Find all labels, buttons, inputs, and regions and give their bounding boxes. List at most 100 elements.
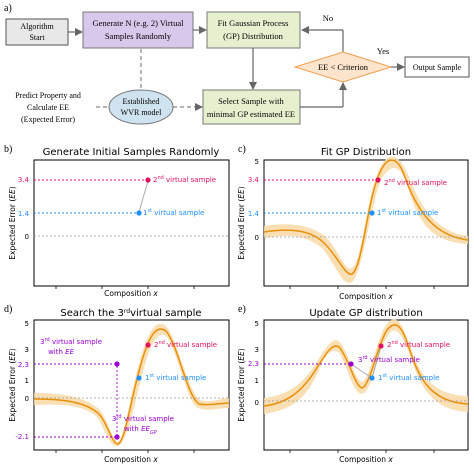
panel-d-title: Search the 3rdvirtual sample (60, 308, 201, 320)
fit-gp-line2: (GP) Distribution (223, 31, 283, 41)
panel-b-point-2nd (145, 177, 151, 183)
select-sample-line2: minimal GP estimated EE (207, 109, 295, 119)
panel-d-label-1st: 1st virtual sample (145, 373, 206, 382)
panel-e-point-3rd (348, 361, 354, 367)
panel-d-point-1st (136, 375, 142, 381)
output-sample-label: Output Sample (413, 63, 462, 72)
panel-d-ytick-5: 5 (25, 320, 29, 328)
panel-label-b: b) (4, 144, 12, 155)
panel-e-connector-3-1 (350, 363, 373, 379)
panel-d: d) Search the 3rdvirtual sample Expected… (4, 304, 230, 464)
panel-e: e) Update GP distribution Expected Error… (237, 304, 469, 464)
panel-b-title: Generate Initial Samples Randomly (43, 147, 220, 158)
panel-c-ytick-1-4: 1.4 (248, 210, 260, 218)
panel-c-gp-mean-line (263, 159, 469, 275)
panel-e-label-3rd: 3rd virtual sample (358, 355, 420, 364)
panel-d-ytick-1: 1 (25, 377, 29, 385)
generate-samples-line1: Generate N (e.g. 2) Virtual (93, 18, 185, 28)
panel-d-ytick-2-3: 2.3 (18, 361, 29, 369)
panel-c-confidence-band (264, 156, 468, 283)
panel-d-label-2nd: 2nd virtual sample (154, 340, 217, 349)
panel-e-ylabel: Expected Error (EE) (237, 348, 246, 421)
panel-c-title: Fit GP Distribution (321, 147, 411, 158)
panel-d-ylabel: Expected Error (EE) (8, 348, 17, 421)
algorithm-start-line2: Start (29, 33, 45, 42)
panel-d-ytick-0: 0 (25, 395, 29, 403)
panel-b-ylabel: Expected Error (EE) (8, 186, 17, 259)
panel-b-connector (138, 180, 149, 213)
panel-e-label-1st: 1st virtual sample (378, 373, 439, 382)
wvr-model-line2: WVR model (121, 108, 162, 117)
panel-label-e: e) (238, 304, 246, 315)
fit-gp-box (206, 11, 301, 49)
panel-e-connector-1-2 (371, 345, 382, 379)
panel-c-ytick-0: 0 (255, 234, 259, 242)
panel-label-a: a) (4, 3, 12, 14)
panel-e-ytick-1: 1 (255, 377, 259, 385)
panel-e-ytick-3: 3 (255, 346, 259, 354)
panel-d-ytick-neg2-1: -2.1 (15, 433, 29, 441)
output-sample-box (404, 56, 470, 78)
panel-c-axes (263, 159, 469, 287)
panel-b: b) Generate Initial Samples Randomly Exp… (4, 144, 230, 298)
yes-label: Yes (377, 46, 389, 56)
panel-d-point-3rd-eegp (114, 434, 120, 440)
algorithm-start-box (5, 18, 69, 46)
algorithm-start-line1: Algorithm (20, 22, 54, 31)
generate-samples-line2: Samples Randomly (105, 31, 172, 41)
panel-c-ytick-5: 5 (255, 158, 259, 166)
panel-b-label-1st: 1st virtual sample (143, 208, 204, 217)
wvr-model-ellipse (108, 89, 174, 125)
panel-e-point-1st (369, 375, 375, 381)
panel-label-c: c) (238, 144, 246, 155)
panel-label-d: d) (4, 304, 12, 315)
panel-c-label-2nd: 2nd virtual sample (384, 178, 447, 187)
panel-e-gp-mean-line (263, 324, 469, 407)
panel-e-ytick-2-3: 2.3 (248, 360, 259, 368)
fit-gp-line1: Fit Gaussian Process (218, 18, 289, 28)
panel-c: c) Fit GP Distribution Expected Error (E… (237, 144, 469, 301)
panel-b-ylabel-text: Expected Error (EE) (8, 186, 17, 259)
predict-line2: Calculate EE (27, 103, 69, 112)
panel-c-point-2nd (375, 177, 381, 183)
panel-c-ytick-3-4: 3.4 (248, 176, 260, 184)
panel-c-point-1st (369, 210, 375, 216)
panel-d-label-3rd-ee-line2: with EE (48, 348, 75, 356)
select-sample-line1: Select Sample with (218, 96, 284, 106)
panel-d-label-3rd-eegp-line1: 3rd virtual sample (112, 414, 174, 423)
flowchart: a) Algorithm Start Generate N (e.g. 2) V… (4, 3, 470, 125)
panel-b-point-1st (136, 210, 142, 216)
panel-d-ytick-3: 3 (25, 346, 29, 354)
panel-e-label-2nd: 2nd virtual sample (387, 340, 450, 349)
panel-b-ytick-3-4: 3.4 (18, 176, 30, 184)
panel-d-confidence-band (34, 323, 229, 447)
panel-d-point-2nd (145, 342, 151, 348)
panel-e-confidence-band (264, 319, 468, 414)
panel-b-ytick-1-4: 1.4 (18, 210, 30, 218)
panel-e-ytick-0: 0 (255, 399, 259, 407)
panel-d-gp-mean-line (33, 328, 230, 445)
predict-line1: Predict Property and (15, 91, 81, 100)
panel-e-xlabel: Composition x (339, 455, 393, 464)
panel-b-axes (33, 159, 230, 287)
panel-e-ytick-5: 5 (255, 320, 259, 328)
select-sample-box (202, 89, 301, 125)
panel-d-label-3rd-ee-line1: 3rd virtual sample (40, 337, 102, 346)
panel-e-axes (263, 319, 469, 451)
panel-c-xlabel: Composition x (339, 292, 393, 301)
predict-line3: (Expected Error) (21, 115, 75, 124)
panel-e-title: Update GP distribution (309, 308, 422, 319)
panel-d-label-3rd-eegp-line2: with EEGP (124, 425, 157, 436)
panel-c-ylabel: Expected Error (EE) (237, 186, 246, 259)
panel-c-label-1st: 1st virtual sample (377, 208, 438, 217)
generate-samples-box (82, 11, 194, 49)
criterion-label: EE < Criterion (318, 62, 369, 72)
panel-e-point-2nd (378, 343, 384, 349)
panel-b-ytick-0: 0 (25, 233, 29, 241)
panel-b-label-2nd: 2nd virtual sample (153, 175, 216, 184)
panel-d-point-3rd-ee (114, 361, 120, 367)
panel-d-xlabel: Composition x (104, 455, 158, 464)
panel-d-axes (33, 319, 230, 451)
wvr-model-line1: Established (123, 97, 160, 106)
